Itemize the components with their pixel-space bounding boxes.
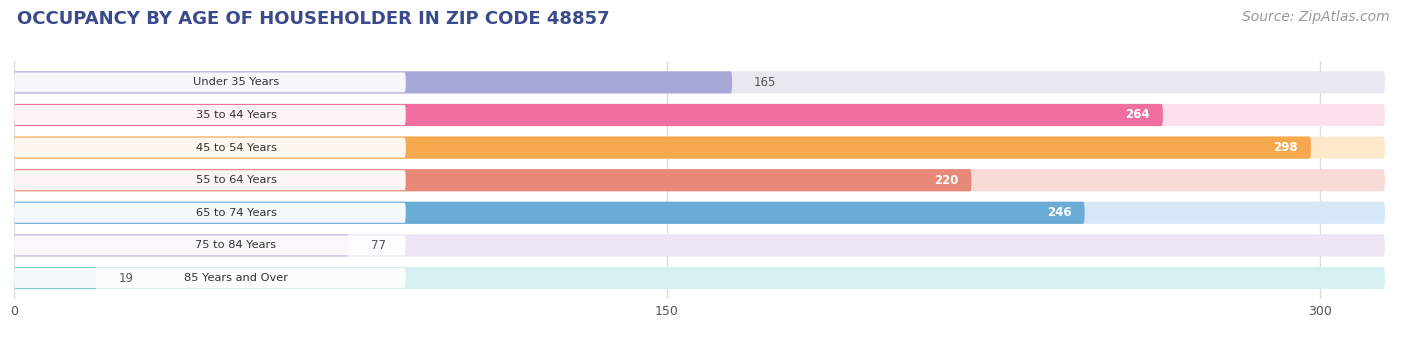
FancyBboxPatch shape xyxy=(14,169,1385,191)
FancyBboxPatch shape xyxy=(14,234,1385,256)
Text: 77: 77 xyxy=(371,239,385,252)
Text: 35 to 44 Years: 35 to 44 Years xyxy=(195,110,277,120)
FancyBboxPatch shape xyxy=(14,72,406,92)
FancyBboxPatch shape xyxy=(14,104,1163,126)
Text: Under 35 Years: Under 35 Years xyxy=(193,78,280,87)
FancyBboxPatch shape xyxy=(14,169,972,191)
FancyBboxPatch shape xyxy=(14,202,1084,224)
FancyBboxPatch shape xyxy=(14,137,1385,159)
FancyBboxPatch shape xyxy=(14,71,1385,94)
FancyBboxPatch shape xyxy=(14,267,1385,289)
Text: 75 to 84 Years: 75 to 84 Years xyxy=(195,240,277,250)
FancyBboxPatch shape xyxy=(14,138,406,157)
FancyBboxPatch shape xyxy=(14,170,406,190)
FancyBboxPatch shape xyxy=(14,202,1385,224)
Text: 165: 165 xyxy=(754,76,776,89)
Text: OCCUPANCY BY AGE OF HOUSEHOLDER IN ZIP CODE 48857: OCCUPANCY BY AGE OF HOUSEHOLDER IN ZIP C… xyxy=(17,10,609,28)
Text: Source: ZipAtlas.com: Source: ZipAtlas.com xyxy=(1241,10,1389,24)
FancyBboxPatch shape xyxy=(14,203,406,223)
FancyBboxPatch shape xyxy=(14,235,406,255)
Text: 65 to 74 Years: 65 to 74 Years xyxy=(195,208,277,218)
FancyBboxPatch shape xyxy=(14,267,97,289)
Text: 264: 264 xyxy=(1125,108,1150,121)
FancyBboxPatch shape xyxy=(14,137,1310,159)
FancyBboxPatch shape xyxy=(14,268,406,288)
Text: 45 to 54 Years: 45 to 54 Years xyxy=(195,142,277,153)
FancyBboxPatch shape xyxy=(14,104,1385,126)
Text: 55 to 64 Years: 55 to 64 Years xyxy=(195,175,277,185)
Text: 246: 246 xyxy=(1047,206,1071,219)
Text: 85 Years and Over: 85 Years and Over xyxy=(184,273,288,283)
Text: 220: 220 xyxy=(934,174,959,187)
FancyBboxPatch shape xyxy=(14,71,733,94)
FancyBboxPatch shape xyxy=(14,105,406,125)
FancyBboxPatch shape xyxy=(14,234,349,256)
Text: 19: 19 xyxy=(118,272,134,285)
Text: 298: 298 xyxy=(1274,141,1298,154)
